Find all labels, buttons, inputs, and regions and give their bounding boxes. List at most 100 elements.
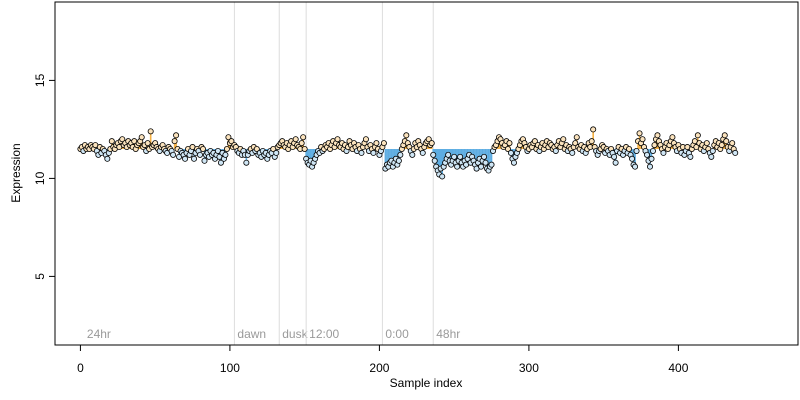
x-tick-label: 100 (220, 361, 240, 375)
region-lines: dawn dusk 12:00 0:00 48hr 24hr (87, 2, 460, 345)
data-point (560, 136, 567, 143)
data-point (334, 136, 341, 143)
data-point (292, 136, 299, 143)
data-point (243, 159, 250, 166)
data-point (478, 163, 485, 170)
data-point (481, 153, 488, 160)
y-tick-label: 10 (33, 171, 47, 185)
data-point (301, 145, 308, 152)
region-label-4: 48hr (436, 327, 460, 341)
data-point (201, 157, 208, 164)
data-point (718, 142, 725, 149)
data-point (253, 145, 260, 152)
data-point (144, 140, 151, 147)
data-point (223, 145, 230, 152)
data-point (669, 134, 676, 141)
data-point (362, 136, 369, 143)
data-point (482, 159, 489, 166)
x-tick-label: 0 (77, 361, 84, 375)
data-point (488, 161, 495, 168)
data-point (649, 147, 656, 154)
data-point (687, 153, 694, 160)
data-point (639, 136, 646, 143)
data-point (358, 149, 365, 156)
data-point (222, 151, 229, 158)
data-points (77, 126, 739, 180)
data-point (729, 140, 736, 147)
x-tick-label: 400 (668, 361, 688, 375)
data-point (708, 153, 715, 160)
data-point (504, 145, 511, 152)
data-point (380, 140, 387, 147)
data-point (732, 149, 739, 156)
data-point (506, 140, 513, 147)
data-point (197, 151, 204, 158)
data-point (397, 151, 404, 158)
data-point (590, 126, 597, 133)
plot-frame (54, 1, 799, 346)
data-point (633, 147, 640, 154)
data-point (531, 138, 538, 145)
data-point (723, 138, 730, 145)
data-point (612, 159, 619, 166)
data-point (445, 151, 452, 158)
data-point (425, 136, 432, 143)
data-point (611, 153, 618, 160)
data-point (588, 138, 595, 145)
data-point (395, 157, 402, 164)
y-tick-label: 5 (33, 273, 47, 280)
data-point (457, 153, 464, 160)
data-point (217, 159, 224, 166)
y-axis-title: Expression (9, 143, 23, 202)
data-point (104, 155, 111, 162)
data-point (200, 145, 207, 152)
data-point (569, 149, 576, 156)
y-axis: 5 10 15 (33, 73, 56, 280)
region-label-0: dawn (237, 327, 266, 341)
start-label: 24hr (87, 327, 111, 341)
data-point (138, 134, 145, 141)
data-point (170, 151, 177, 158)
data-point (552, 147, 559, 154)
data-point (228, 138, 235, 145)
data-point (119, 136, 126, 143)
x-axis-title: Sample index (390, 376, 463, 390)
data-point (430, 151, 437, 158)
data-point (431, 157, 438, 164)
data-point (428, 140, 435, 147)
region-label-2: 12:00 (309, 327, 339, 341)
x-tick-label: 300 (519, 361, 539, 375)
data-point (636, 130, 643, 137)
data-point (451, 153, 458, 160)
data-point (660, 149, 667, 156)
data-point (403, 132, 410, 139)
data-point (454, 163, 461, 170)
x-axis: 0 100 200 300 400 (77, 344, 689, 375)
data-point (300, 134, 307, 141)
data-point (298, 140, 305, 147)
data-point (651, 142, 658, 149)
data-point (147, 128, 154, 135)
data-point (191, 155, 198, 162)
data-point (709, 147, 716, 154)
x-tick-label: 200 (369, 361, 389, 375)
data-point (182, 155, 189, 162)
data-point (370, 149, 377, 156)
data-point (273, 149, 280, 156)
data-point (409, 151, 416, 158)
data-point (171, 138, 178, 145)
data-point (703, 140, 710, 147)
data-point (507, 149, 514, 156)
data-point (108, 138, 115, 145)
data-point (646, 163, 653, 170)
data-point (419, 149, 426, 156)
data-point (629, 155, 636, 162)
data-point (632, 163, 639, 170)
data-point (654, 132, 661, 139)
region-label-3: 0:00 (385, 327, 409, 341)
data-point (626, 145, 633, 152)
y-tick-label: 15 (33, 73, 47, 87)
data-point (173, 132, 180, 139)
data-point (721, 132, 728, 139)
